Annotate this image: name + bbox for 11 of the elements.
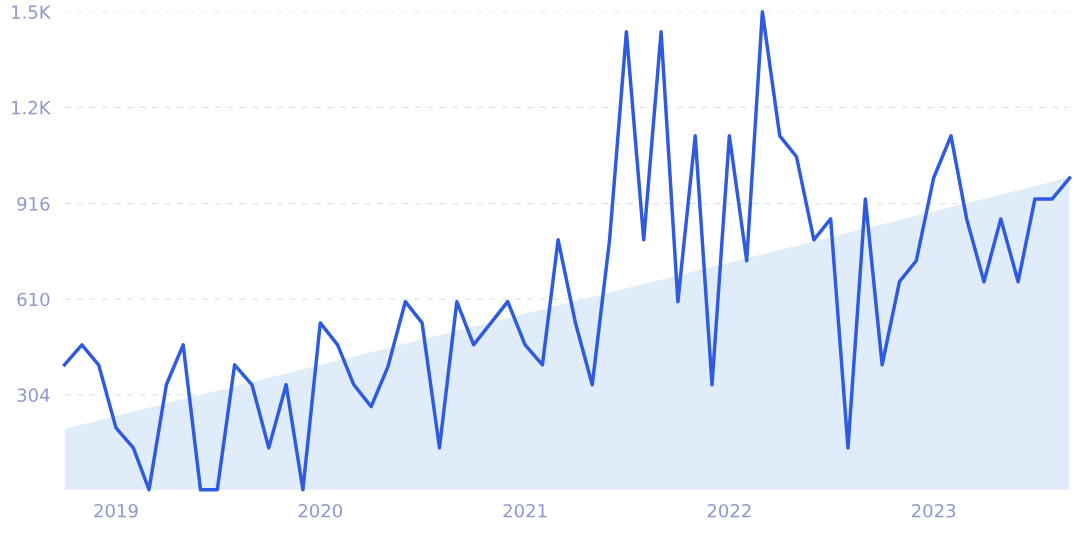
y-tick-label: 1.5K [12, 5, 51, 19]
x-tick-label: 2021 [503, 503, 547, 518]
x-tick-label: 2019 [94, 503, 138, 518]
y-tick-label: 916 [17, 197, 50, 211]
y-tick-label: 304 [17, 388, 50, 402]
x-tick-label: 2023 [911, 503, 956, 518]
x-tick-label: 2022 [707, 503, 751, 518]
y-tick-label: 610 [17, 292, 50, 307]
x-tick-label: 2020 [298, 503, 343, 518]
y-tick-label: 1.2K [12, 100, 51, 115]
line-series [62, 10, 1072, 492]
